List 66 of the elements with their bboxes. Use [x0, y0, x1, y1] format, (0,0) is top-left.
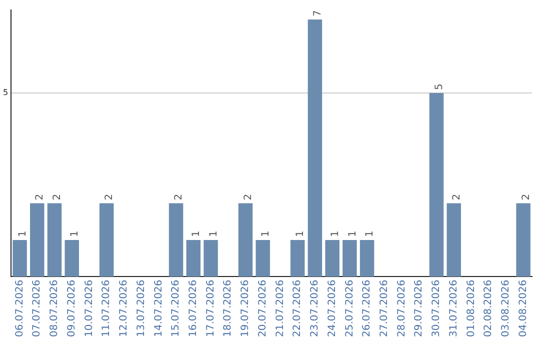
x-tick-label: 25.07.2026: [344, 280, 356, 338]
x-tick-label: 28.07.2026: [396, 280, 408, 338]
x-tick-label: 02.08.2026: [483, 280, 494, 338]
bar: [308, 20, 322, 277]
bar: [290, 240, 305, 277]
data-label: 1: [17, 230, 28, 238]
data-label: 1: [208, 230, 220, 238]
x-tick-label: 27.07.2026: [379, 280, 390, 338]
data-label: 1: [191, 230, 202, 238]
x-tick-label: 22.07.2026: [292, 280, 304, 338]
x-tick-label: 26.07.2026: [362, 280, 373, 338]
data-label: 5: [434, 84, 446, 90]
bar: [30, 203, 44, 277]
bar: [64, 240, 79, 277]
bar: [446, 203, 461, 277]
x-tick-label: 24.07.2026: [326, 280, 338, 338]
bar: [47, 203, 62, 277]
x-tick-label: 15.07.2026: [170, 280, 182, 338]
x-tick-label: 20.07.2026: [257, 280, 268, 338]
data-label: 1: [347, 230, 358, 238]
bar: [325, 240, 340, 277]
x-tick-label: 16.07.2026: [188, 280, 199, 338]
x-tick-label: 13.07.2026: [136, 280, 147, 338]
x-tick-label: 29.07.2026: [414, 280, 425, 338]
bar: [238, 203, 253, 277]
bar: [256, 240, 270, 277]
x-tick-label: 12.07.2026: [118, 280, 130, 338]
data-label: 2: [52, 194, 64, 200]
x-tick-label: 23.07.2026: [310, 280, 321, 338]
x-tick-label: 11.07.2026: [101, 280, 112, 338]
bar: [516, 203, 530, 277]
data-label: 2: [174, 194, 185, 200]
x-tick-label: 17.07.2026: [205, 280, 216, 338]
data-label: 1: [364, 230, 376, 238]
bar: [186, 240, 201, 277]
x-tick-label: 04.08.2026: [518, 280, 529, 338]
data-label: 2: [451, 194, 462, 200]
data-label: 1: [260, 230, 272, 238]
x-tick-label: 21.07.2026: [274, 280, 286, 338]
x-tick-label: 08.07.2026: [49, 280, 60, 338]
x-tick-label: 09.07.2026: [66, 280, 78, 338]
bar: [342, 240, 357, 277]
bar: [12, 240, 27, 277]
data-label: 2: [104, 194, 116, 200]
data-label: 1: [295, 230, 306, 238]
bar: [99, 203, 114, 277]
bar: [204, 240, 218, 277]
x-tick-label: 31.07.2026: [448, 280, 460, 338]
x-tick-label: 01.08.2026: [466, 280, 477, 338]
x-tick-label: 14.07.2026: [153, 280, 164, 338]
x-tick-label: 03.08.2026: [500, 280, 512, 338]
data-label: 7: [312, 10, 324, 17]
data-label: 1: [69, 230, 80, 238]
bar: [168, 203, 184, 277]
x-tick-label: 10.07.2026: [84, 280, 95, 338]
bar: [360, 240, 374, 277]
data-label: 2: [243, 194, 254, 200]
x-tick-label: 06.07.2026: [14, 280, 26, 338]
data-label: 2: [520, 194, 532, 200]
x-tick-label: 07.07.2026: [32, 280, 43, 338]
x-tick-label: 30.07.2026: [431, 280, 442, 338]
x-tick-label: 18.07.2026: [222, 280, 234, 338]
bar: [429, 93, 444, 277]
data-label: 2: [34, 194, 46, 200]
data-label: 1: [330, 230, 341, 238]
x-tick-label: 19.07.2026: [240, 280, 252, 338]
